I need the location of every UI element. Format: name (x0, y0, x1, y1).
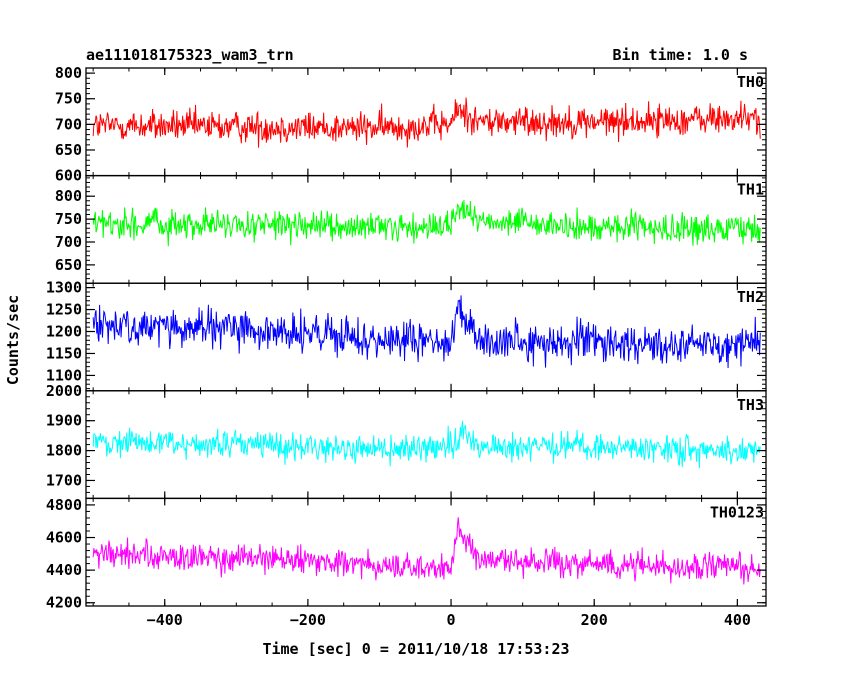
panel-frame (85, 497, 767, 607)
y-tick-label: 4600 (46, 529, 82, 547)
panel-th0123: 4200 4400 4600 4800 TH0123 (46, 496, 767, 612)
x-axis-label: Time [sec] 0 = 2011/10/18 17:53:23 (262, 640, 569, 658)
y-tick-label: 4200 (46, 594, 82, 612)
series-line-th2 (92, 295, 761, 368)
x-tick-label: 0 (447, 611, 456, 629)
y-tick-label: 750 (55, 90, 82, 108)
series-line-th3 (92, 420, 761, 469)
y-tick-label: 1700 (46, 471, 82, 489)
series-line-th0 (92, 97, 761, 148)
y-tick-label: 1800 (46, 442, 82, 460)
y-tick-label: 4800 (46, 496, 82, 514)
panels-group: 600 650 700 750 800 TH0 650 700 750 800 TH1 1100 115… (46, 64, 767, 629)
y-tick-label: 700 (55, 115, 82, 133)
panel-label-th2: TH2 (737, 288, 764, 306)
y-tick-label: 2000 (46, 382, 82, 400)
series-line-th1 (92, 199, 761, 247)
y-tick-label: 750 (55, 210, 82, 228)
y-tick-label: 1300 (46, 279, 82, 297)
y-tick-label: 1200 (46, 323, 82, 341)
x-tick-label: −200 (290, 611, 326, 629)
title-left: ae111018175323_wam3_trn (86, 46, 294, 64)
series-line-th0123 (92, 517, 761, 585)
panel-th1: 650 700 750 800 TH1 (55, 174, 767, 284)
x-tick-label: 400 (724, 611, 751, 629)
y-tick-label: 700 (55, 233, 82, 251)
y-axis-label: Counts/sec (4, 295, 22, 385)
panel-th2: 1100 1150 1200 1250 1300 TH2 (46, 279, 767, 392)
y-tick-label: 1250 (46, 301, 82, 319)
y-tick-label: 650 (55, 141, 82, 159)
y-tick-label: 4400 (46, 561, 82, 579)
y-tick-label: 1100 (46, 366, 82, 384)
panel-label-th1: TH1 (737, 181, 764, 199)
x-tick-label: −400 (147, 611, 183, 629)
y-tick-label: 800 (55, 64, 82, 82)
title-right: Bin time: 1.0 s (613, 46, 748, 64)
panel-label-th0123: TH0123 (710, 503, 764, 521)
y-tick-label: 600 (55, 167, 82, 185)
y-tick-label: 650 (55, 256, 82, 274)
y-tick-label: 1150 (46, 344, 82, 362)
y-tick-label: 1900 (46, 412, 82, 430)
panel-th0: 600 650 700 750 800 TH0 (55, 64, 767, 185)
panel-th3: 1700 1800 1900 2000 TH3 (46, 382, 767, 500)
panel-label-th3: TH3 (737, 396, 764, 414)
x-tick-label: 200 (581, 611, 608, 629)
y-tick-label: 800 (55, 187, 82, 205)
panel-label-th0: TH0 (737, 73, 764, 91)
